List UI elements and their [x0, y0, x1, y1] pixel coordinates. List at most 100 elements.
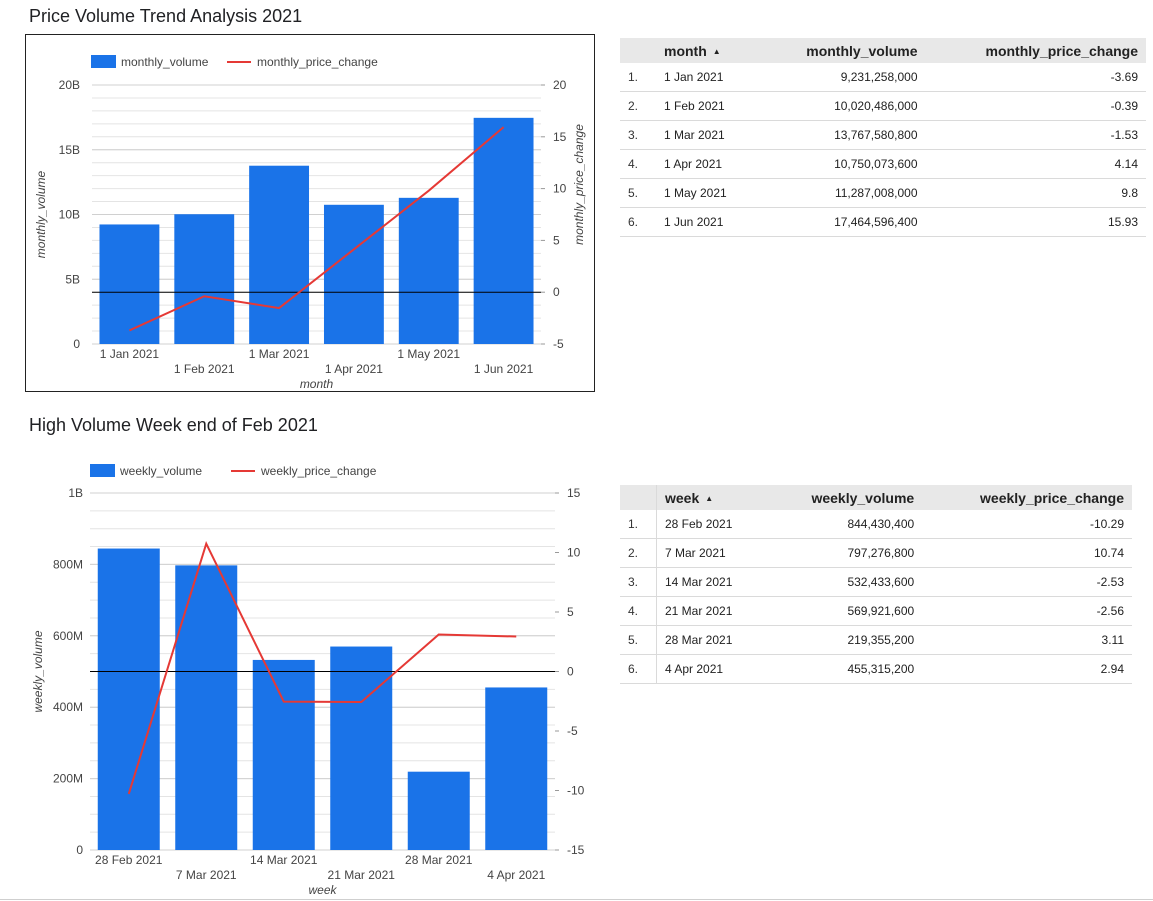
row-index: 2.	[620, 538, 657, 568]
x-tick-label: 1 Jun 2021	[474, 362, 534, 376]
month-header[interactable]: month ▲	[656, 38, 759, 63]
table-row: 5. 1 May 2021 11,287,008,000 9.8	[620, 178, 1146, 208]
bar	[485, 687, 548, 850]
legend-label-volume: monthly_volume	[121, 55, 209, 69]
y2-tick-label: 10	[553, 182, 567, 196]
row-index: 5.	[620, 625, 657, 655]
legend-swatch-bar	[90, 464, 115, 477]
row-index: 4.	[620, 149, 656, 179]
row-date: 1 Apr 2021	[656, 149, 759, 179]
month-header-label: month	[664, 42, 707, 59]
chart-frame-monthly	[25, 34, 595, 392]
table-row: 3. 1 Mar 2021 13,767,580,800 -1.53	[620, 120, 1146, 150]
row-price-change: -0.39	[925, 91, 1146, 121]
monthly-data-table: month ▲ monthly_volume monthly_price_chan…	[620, 38, 1146, 237]
bar	[323, 204, 384, 344]
weekly-volume-header[interactable]: weekly_volume	[766, 485, 923, 510]
row-date: 1 Jan 2021	[656, 63, 759, 92]
y2-tick-label: 5	[553, 233, 560, 247]
chart-title-price-volume: Price Volume Trend Analysis 2021	[29, 6, 303, 26]
y-tick-label: 0	[76, 843, 83, 857]
bar	[407, 771, 470, 850]
price-change-line	[129, 126, 505, 332]
weekly-price-change-header[interactable]: weekly_price_change	[922, 485, 1132, 510]
row-volume: 11,287,008,000	[759, 178, 926, 208]
row-volume: 797,276,800	[766, 538, 923, 568]
row-index: 5.	[620, 178, 656, 208]
legend-label-volume: weekly_volume	[119, 464, 202, 478]
x-tick-label: 21 Mar 2021	[328, 868, 396, 882]
table-row: 5. 28 Mar 2021 219,355,200 3.11	[620, 625, 1132, 655]
y-tick-label: 5B	[65, 272, 80, 286]
row-index: 6.	[620, 207, 656, 237]
y-tick-label: 20B	[59, 78, 80, 92]
legend-label-price-change: weekly_price_change	[260, 464, 377, 478]
row-volume: 10,020,486,000	[759, 91, 926, 121]
y2-tick-label: 0	[553, 285, 560, 299]
row-volume: 10,750,073,600	[759, 149, 926, 179]
x-tick-label: 14 Mar 2021	[250, 853, 318, 867]
legend-swatch-bar	[91, 55, 116, 68]
y2-tick-label: 0	[567, 665, 574, 679]
index-header	[620, 485, 657, 510]
x-tick-label: 28 Mar 2021	[405, 853, 473, 867]
y2-tick-label: 10	[567, 546, 581, 560]
monthly-price-change-header[interactable]: monthly_price_change	[925, 38, 1146, 63]
legend-label-price-change: monthly_price_change	[257, 55, 378, 69]
bar	[174, 214, 235, 344]
y-tick-label: 0	[73, 337, 80, 351]
row-date: 1 Jun 2021	[656, 207, 759, 237]
table-header-row: week ▲ weekly_volume weekly_price_change	[620, 485, 1132, 510]
price-change-line	[127, 540, 517, 795]
row-price-change: -10.29	[922, 510, 1132, 539]
y2-tick-label: -5	[567, 724, 578, 738]
y2-tick-label: -5	[553, 337, 564, 351]
table-row: 6. 1 Jun 2021 17,464,596,400 15.93	[620, 207, 1146, 237]
y2-axis-title: monthly_price_change	[572, 124, 586, 245]
x-axis-title: month	[300, 377, 334, 391]
row-date: 4 Apr 2021	[656, 654, 767, 684]
bottom-divider	[0, 899, 1153, 900]
monthly-combo-chart: 0 5B 10B 15B 20B -5 0 5 10 15 20 1 Jan 2021 1 Feb 20…	[34, 55, 586, 391]
y2-tick-label: -15	[567, 843, 585, 857]
x-axis-title: week	[308, 883, 337, 897]
row-price-change: 15.93	[925, 207, 1146, 237]
row-price-change: 9.8	[925, 178, 1146, 208]
row-index: 1.	[620, 63, 656, 92]
y2-tick-label: 5	[567, 605, 574, 619]
x-tick-label: 1 Jan 2021	[100, 347, 160, 361]
y-tick-label: 400M	[53, 700, 83, 714]
row-volume: 844,430,400	[766, 510, 923, 539]
row-price-change: -2.53	[922, 567, 1132, 597]
y-tick-label: 10B	[59, 208, 80, 222]
x-tick-label: 4 Apr 2021	[487, 868, 545, 882]
sort-ascending-icon: ▲	[705, 494, 714, 504]
week-header[interactable]: week ▲	[656, 485, 767, 510]
row-index: 3.	[620, 120, 656, 150]
row-date: 21 Mar 2021	[656, 596, 767, 626]
bar	[473, 117, 534, 345]
row-index: 1.	[620, 510, 657, 539]
monthly-volume-header[interactable]: monthly_volume	[759, 38, 926, 63]
table-row: 4. 1 Apr 2021 10,750,073,600 4.14	[620, 149, 1146, 179]
table-row: 1. 28 Feb 2021 844,430,400 -10.29	[620, 510, 1132, 539]
chart-title-high-volume-week: High Volume Week end of Feb 2021	[29, 415, 318, 435]
row-volume: 9,231,258,000	[759, 63, 926, 92]
row-price-change: 2.94	[922, 654, 1132, 684]
bar	[175, 565, 238, 850]
row-volume: 569,921,600	[766, 596, 923, 626]
row-price-change: -2.56	[922, 596, 1132, 626]
y-tick-label: 600M	[53, 629, 83, 643]
row-volume: 532,433,600	[766, 567, 923, 597]
y2-tick-label: 15	[567, 486, 581, 500]
table-row: 3. 14 Mar 2021 532,433,600 -2.53	[620, 567, 1132, 597]
table-row: 4. 21 Mar 2021 569,921,600 -2.56	[620, 596, 1132, 626]
row-date: 14 Mar 2021	[656, 567, 767, 597]
y-tick-label: 800M	[53, 557, 83, 571]
table-row: 2. 1 Feb 2021 10,020,486,000 -0.39	[620, 91, 1146, 121]
y2-tick-label: 15	[553, 130, 567, 144]
y-tick-label: 15B	[59, 143, 80, 157]
table-row: 1. 1 Jan 2021 9,231,258,000 -3.69	[620, 63, 1146, 92]
bar	[99, 224, 160, 344]
bar	[97, 548, 160, 850]
